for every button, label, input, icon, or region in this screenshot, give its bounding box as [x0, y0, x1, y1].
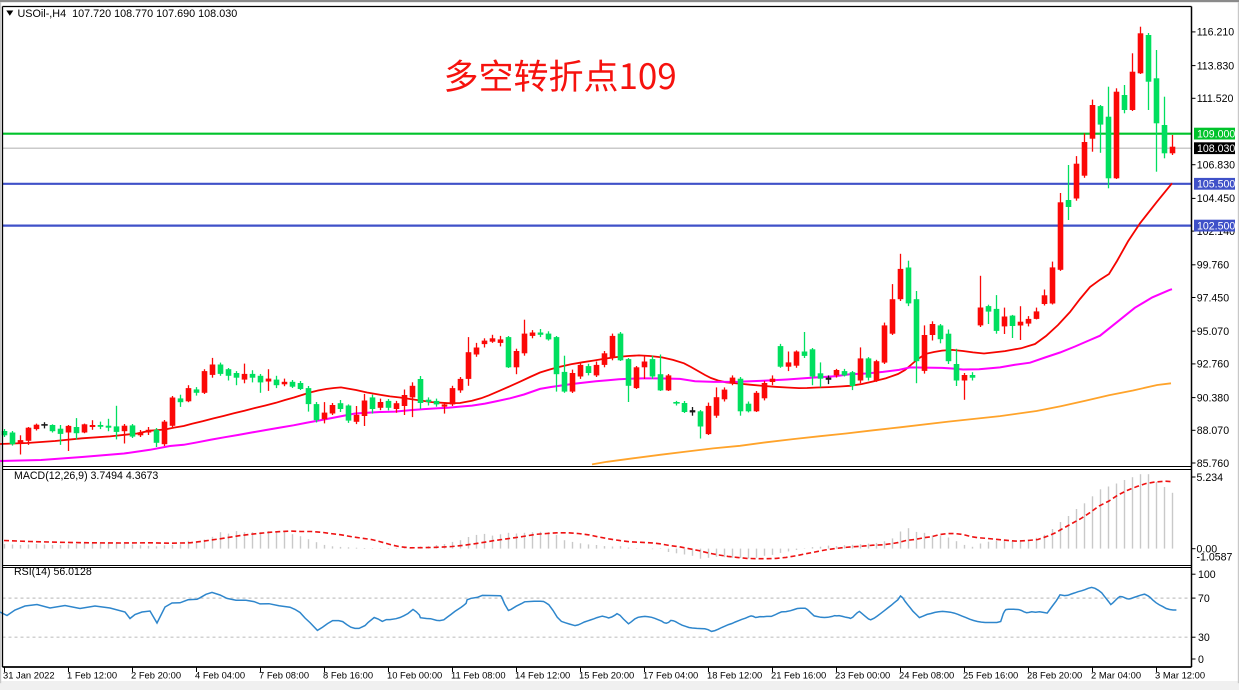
svg-text:102.500: 102.500 — [1197, 220, 1235, 232]
svg-text:99.760: 99.760 — [1197, 260, 1230, 272]
svg-text:10 Feb 00:00: 10 Feb 00:00 — [387, 670, 442, 681]
svg-text:106.830: 106.830 — [1197, 160, 1235, 172]
svg-text:8 Feb 16:00: 8 Feb 16:00 — [323, 670, 373, 681]
svg-text:RSI(14) 56.0128: RSI(14) 56.0128 — [14, 566, 92, 578]
svg-text:108.030: 108.030 — [1197, 143, 1235, 155]
svg-text:15 Feb 20:00: 15 Feb 20:00 — [579, 670, 634, 681]
svg-text:-1.0587: -1.0587 — [1197, 551, 1233, 563]
svg-text:11 Feb 08:00: 11 Feb 08:00 — [451, 670, 506, 681]
svg-text:109.000: 109.000 — [1197, 128, 1235, 140]
svg-text:23 Feb 00:00: 23 Feb 00:00 — [835, 670, 890, 681]
svg-text:31 Jan 2022: 31 Jan 2022 — [3, 670, 55, 681]
svg-text:95.070: 95.070 — [1197, 326, 1230, 338]
svg-text:3 Mar 12:00: 3 Mar 12:00 — [1155, 670, 1205, 681]
svg-text:4 Feb 04:00: 4 Feb 04:00 — [195, 670, 245, 681]
svg-text:100: 100 — [1198, 569, 1216, 581]
svg-text:7 Feb 08:00: 7 Feb 08:00 — [259, 670, 309, 681]
svg-text:105.500: 105.500 — [1197, 179, 1235, 191]
svg-text:21 Feb 16:00: 21 Feb 16:00 — [771, 670, 826, 681]
svg-text:0.00: 0.00 — [1197, 544, 1218, 556]
svg-text:14 Feb 12:00: 14 Feb 12:00 — [515, 670, 570, 681]
svg-text:90.380: 90.380 — [1197, 392, 1230, 404]
svg-text:30: 30 — [1198, 632, 1210, 644]
svg-text:17 Feb 04:00: 17 Feb 04:00 — [643, 670, 698, 681]
svg-text:2 Mar 04:00: 2 Mar 04:00 — [1091, 670, 1141, 681]
svg-text:92.760: 92.760 — [1197, 359, 1230, 371]
svg-text:97.450: 97.450 — [1197, 292, 1230, 304]
svg-text:88.070: 88.070 — [1197, 425, 1230, 437]
svg-text:70: 70 — [1198, 593, 1210, 605]
svg-text:2 Feb 20:00: 2 Feb 20:00 — [131, 670, 181, 681]
svg-text:28 Feb 20:00: 28 Feb 20:00 — [1027, 670, 1082, 681]
svg-text:5.234: 5.234 — [1197, 472, 1224, 484]
svg-text:111.520: 111.520 — [1197, 93, 1234, 105]
svg-text:104.450: 104.450 — [1197, 193, 1235, 205]
svg-text:85.760: 85.760 — [1197, 458, 1230, 470]
svg-text:24 Feb 08:00: 24 Feb 08:00 — [899, 670, 954, 681]
svg-text:1 Feb 12:00: 1 Feb 12:00 — [67, 670, 117, 681]
svg-text:MACD(12,26,9) 3.7494 4.3673: MACD(12,26,9) 3.7494 4.3673 — [14, 470, 158, 482]
svg-text:0: 0 — [1198, 654, 1204, 666]
svg-text:25 Feb 16:00: 25 Feb 16:00 — [963, 670, 1018, 681]
svg-text:18 Feb 12:00: 18 Feb 12:00 — [707, 670, 762, 681]
svg-text:USOil-,H4 107.720 108.770 107: USOil-,H4 107.720 108.770 107.690 108.03… — [18, 8, 238, 20]
svg-text:113.830: 113.830 — [1197, 60, 1235, 72]
svg-text:116.210: 116.210 — [1197, 27, 1235, 39]
